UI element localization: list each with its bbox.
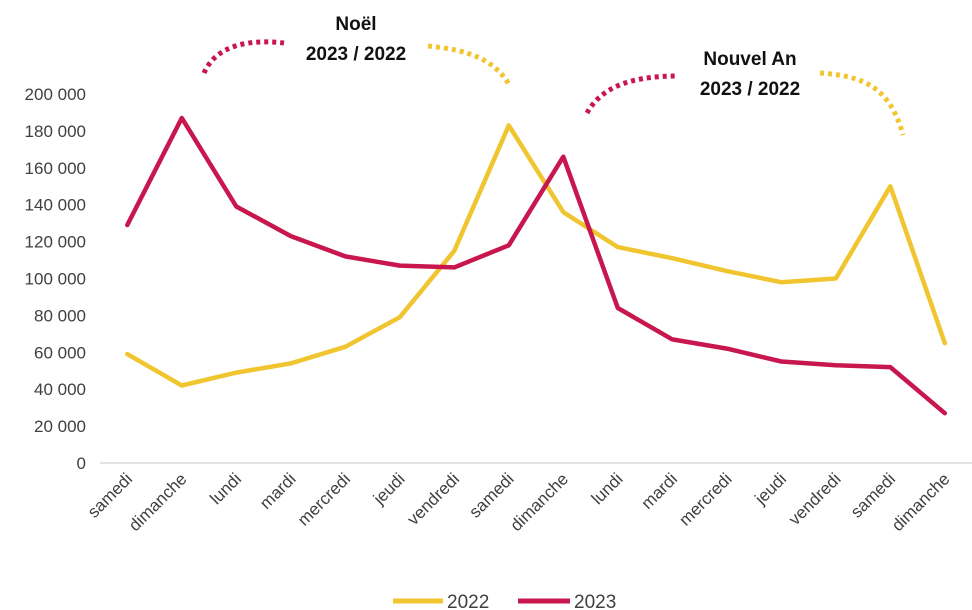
x-tick-label: vendredi — [785, 469, 845, 529]
series-line-2022 — [125, 123, 948, 388]
x-tick-label: mardi — [638, 469, 681, 512]
x-tick-label: samedi — [465, 469, 517, 521]
y-tick-label: 40 000 — [34, 380, 86, 399]
annotation-nouvel-an-subtitle: 2023 / 2022 — [700, 79, 800, 100]
annotation-noel-title: Noël — [335, 14, 376, 35]
x-tick-label: dimanche — [888, 469, 954, 535]
x-tick-label: samedi — [84, 469, 136, 521]
y-tick-label: 200 000 — [25, 85, 86, 104]
annotation-nouvel-an-arc-2023 — [584, 73, 679, 115]
annotation-noel-subtitle: 2023 / 2022 — [306, 44, 406, 65]
y-tick-label: 160 000 — [25, 159, 86, 178]
x-tick-label: lundi — [588, 469, 627, 508]
legend: 2022 2023 — [393, 592, 616, 610]
x-tick-label: dimanche — [125, 469, 191, 535]
y-tick-label: 140 000 — [25, 196, 86, 215]
x-tick-label: jeudi — [751, 469, 791, 509]
annotation-nouvel-an-arc-2022 — [819, 70, 906, 136]
annotation-noel-arc-2022 — [427, 43, 513, 88]
x-tick-label: mercredi — [675, 469, 735, 529]
annotation-noel-arc-2023 — [201, 39, 285, 75]
y-tick-labels: 0 20 000 40 000 60 000 80 000 100 000 120 000 1… — [25, 85, 86, 473]
annotation-noel: Noël 2023 / 2022 — [201, 14, 513, 88]
series-line-2023 — [125, 115, 948, 416]
series-lines — [125, 115, 948, 416]
y-tick-label: 80 000 — [34, 306, 86, 325]
y-tick-label: 120 000 — [25, 233, 86, 252]
x-tick-label: lundi — [206, 469, 245, 508]
y-tick-label: 100 000 — [25, 270, 86, 289]
annotation-nouvel-an: Nouvel An 2023 / 2022 — [584, 49, 906, 136]
legend-label-2022: 2022 — [447, 592, 489, 610]
y-tick-label: 0 — [77, 454, 86, 473]
annotation-nouvel-an-title: Nouvel An — [703, 49, 796, 70]
x-tick-label: mardi — [256, 469, 299, 512]
x-tick-label: dimanche — [507, 469, 573, 535]
y-tick-label: 180 000 — [25, 122, 86, 141]
y-tick-label: 60 000 — [34, 343, 86, 362]
x-tick-label: samedi — [847, 469, 899, 521]
x-tick-label: jeudi — [369, 469, 409, 509]
legend-label-2023: 2023 — [574, 592, 616, 610]
x-tick-label: mercredi — [294, 469, 354, 529]
x-tick-label: vendredi — [404, 469, 464, 529]
y-tick-label: 20 000 — [34, 417, 86, 436]
